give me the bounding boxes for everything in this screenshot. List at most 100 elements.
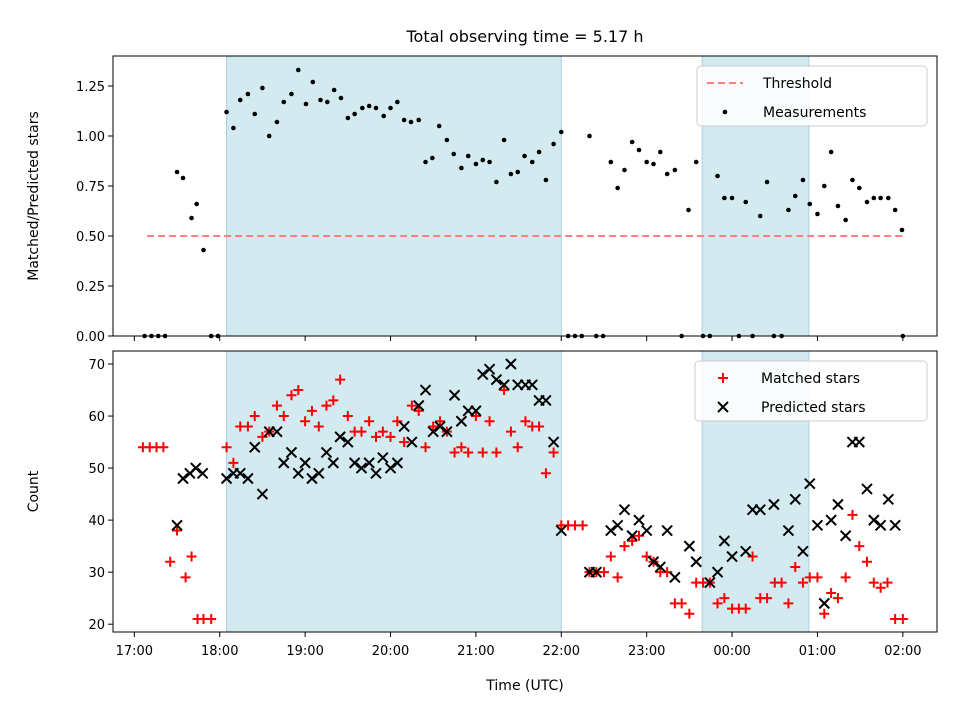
predicted-point — [832, 498, 844, 511]
matched-point — [897, 613, 908, 624]
x-tick-label: 18:00 — [201, 644, 238, 659]
predicted-point — [882, 493, 895, 506]
legend-measurement-swatch — [722, 109, 728, 115]
matched-point — [534, 421, 545, 432]
matched-point — [676, 598, 687, 609]
measurement-point — [892, 207, 898, 213]
measurement-point — [722, 195, 727, 201]
predicted-point — [540, 394, 552, 407]
predicted-point — [818, 597, 830, 610]
measurement-point — [658, 149, 663, 155]
measurement-point — [636, 147, 642, 153]
matched-point — [875, 582, 886, 593]
x-tick-label: 20:00 — [372, 644, 409, 659]
measurement-point — [543, 177, 549, 183]
measurement-point — [622, 167, 627, 173]
predicted-point — [313, 467, 325, 479]
measurement-point — [864, 199, 870, 205]
matched-point — [271, 400, 282, 411]
measurement-point — [615, 185, 620, 191]
predicted-point — [190, 462, 202, 474]
predicted-point — [605, 524, 617, 537]
matched-point — [335, 374, 346, 385]
predicted-point — [861, 483, 873, 495]
measurement-point — [423, 159, 428, 165]
top-panel: 0.00 0.25 0.50 0.75 1.00 1.25 Total observing… — [26, 27, 938, 345]
predicted-point — [690, 556, 702, 568]
measurement-point — [289, 91, 294, 97]
predicted-point — [285, 446, 298, 459]
matched-point — [740, 603, 751, 614]
measurement-point — [487, 159, 492, 165]
y-tick-label: 0.25 — [76, 280, 105, 295]
predicted-point — [804, 477, 816, 490]
predicted-point — [868, 514, 880, 526]
measurement-point — [786, 207, 791, 213]
measurement-point — [444, 137, 450, 143]
measurement-point — [189, 215, 194, 221]
predicted-point — [711, 566, 724, 578]
predicted-point — [683, 540, 696, 552]
measurement-point — [360, 105, 365, 111]
measurement-point — [459, 165, 464, 171]
legend-label: Threshold — [762, 76, 832, 92]
y-tick-label: 60 — [88, 410, 105, 425]
matched-point — [684, 608, 695, 619]
measurement-point — [850, 177, 855, 183]
matched-point — [847, 509, 858, 520]
measurement-point — [587, 133, 592, 139]
x-tick-label: 23:00 — [628, 644, 665, 659]
matched-point — [627, 535, 638, 546]
top-x-axis — [133, 336, 904, 341]
top-y-axis: 0.00 0.25 0.50 0.75 1.00 1.25 — [76, 80, 113, 345]
x-tick-label: 00:00 — [713, 644, 750, 659]
measurement-point — [815, 211, 820, 217]
measurement-point — [644, 159, 649, 165]
measurement-point — [180, 175, 186, 181]
y-tick-label: 1.00 — [76, 130, 105, 145]
predicted-point — [789, 493, 801, 506]
matched-point — [491, 447, 502, 458]
matched-point — [300, 416, 311, 427]
matched-point — [420, 442, 431, 453]
matched-point — [619, 541, 630, 552]
matched-point — [257, 431, 268, 442]
chart-title: Total observing time = 5.17 h — [405, 27, 643, 46]
predicted-point — [626, 530, 638, 542]
matched-point — [186, 551, 197, 562]
measurement-point — [252, 111, 258, 117]
predicted-point — [177, 472, 189, 485]
measurement-point — [629, 139, 635, 145]
matched-point — [854, 541, 865, 552]
legend-label: Predicted stars — [761, 400, 866, 416]
observing-interval — [226, 350, 562, 633]
predicted-point — [647, 556, 660, 568]
predicted-point — [704, 576, 716, 589]
measurement-point — [352, 111, 357, 117]
matched-point — [313, 421, 324, 432]
matched-point — [392, 416, 403, 427]
matched-point — [840, 572, 851, 583]
measurement-point — [757, 213, 763, 219]
matched-point — [286, 390, 297, 401]
matched-point — [499, 385, 510, 396]
measurement-point — [245, 91, 251, 97]
measurement-point — [281, 99, 287, 105]
measurement-point — [536, 149, 542, 155]
predicted-point — [839, 530, 852, 542]
predicted-point — [348, 457, 361, 469]
predicted-point — [505, 358, 517, 370]
matched-point — [577, 520, 588, 531]
matched-point — [832, 593, 843, 604]
predicted-point — [220, 472, 233, 485]
predicted-point — [483, 363, 496, 375]
matched-point — [385, 431, 396, 442]
measurement-points — [142, 67, 906, 339]
y-tick-label: 50 — [88, 462, 105, 477]
matched-point — [641, 551, 652, 562]
y-tick-label: 1.25 — [76, 80, 105, 95]
predicted-point — [555, 524, 567, 537]
predicted-point — [441, 425, 453, 438]
predicted-point — [363, 457, 375, 469]
matched-point — [228, 457, 239, 468]
